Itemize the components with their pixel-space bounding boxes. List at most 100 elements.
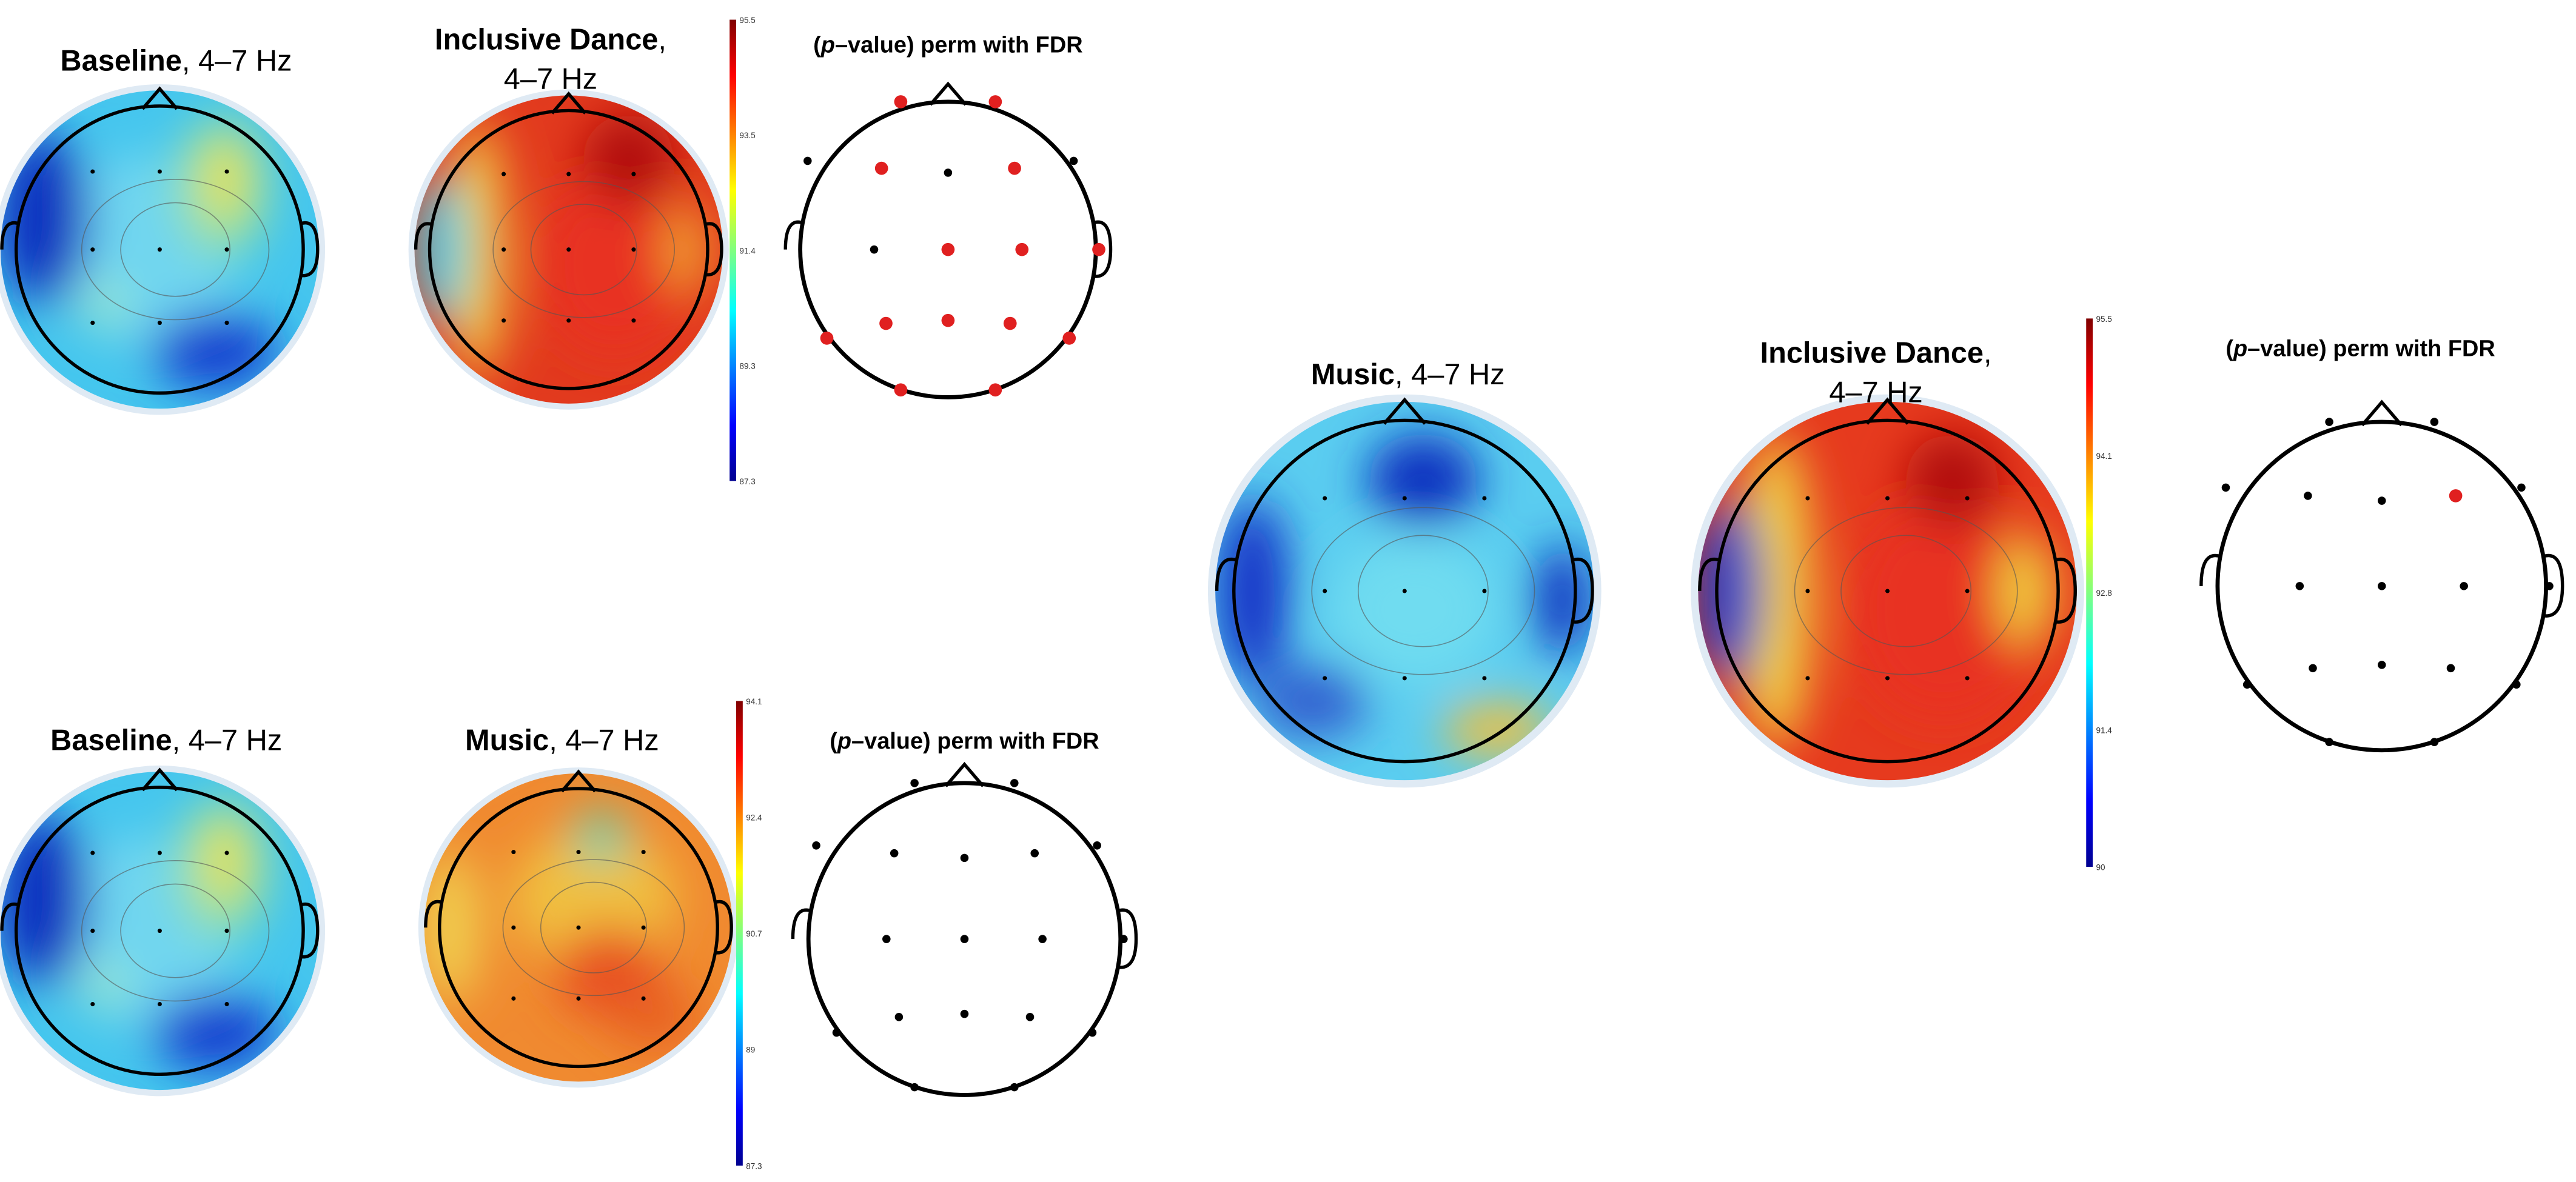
electrode — [224, 929, 229, 933]
electrode — [1805, 496, 1810, 501]
ear — [2199, 553, 2222, 586]
electrode — [90, 169, 95, 174]
ear — [704, 222, 723, 277]
electrode — [812, 841, 820, 850]
electrode — [882, 935, 891, 943]
electrode — [157, 247, 162, 252]
colorbar-tick-label: 95.5 — [2096, 315, 2112, 324]
ear — [300, 221, 320, 278]
nose — [141, 767, 178, 792]
colorbar-tick-label: 90 — [2096, 863, 2105, 872]
electrode — [2377, 582, 2386, 590]
colorbar-tick-label: 95.5 — [739, 16, 755, 25]
electrode — [2242, 680, 2252, 689]
electrode — [1069, 156, 1078, 165]
electrode — [501, 172, 506, 176]
blob — [1215, 498, 1290, 684]
electrode — [2377, 496, 2386, 505]
ear — [1698, 558, 1721, 592]
blobs — [0, 798, 277, 1072]
electrode — [1008, 161, 1021, 175]
electrode — [501, 318, 506, 323]
map-title: Music, 4–7 Hz — [1311, 358, 1505, 391]
colorbar-tick-label: 94.1 — [746, 697, 762, 706]
nose — [560, 769, 597, 793]
electrode — [1482, 676, 1487, 681]
electrode — [1805, 589, 1810, 593]
ear — [424, 900, 443, 928]
electrode — [1402, 589, 1407, 593]
colorbar-tick-label: 87.3 — [739, 477, 755, 486]
ear — [1092, 220, 1113, 278]
blob — [1906, 433, 1999, 526]
stats-title-part: ( — [2225, 336, 2233, 362]
electrode — [2309, 664, 2317, 673]
blobs — [1698, 433, 2054, 749]
electrode — [631, 318, 636, 323]
colorbar-tick-label: 91.4 — [739, 246, 756, 255]
blobs — [414, 113, 709, 378]
colorbar-tick-label: 94.1 — [2096, 452, 2112, 461]
electrode — [224, 247, 229, 252]
blob — [451, 121, 506, 378]
electrode — [157, 929, 162, 933]
electrode — [1088, 1028, 1097, 1037]
electrode — [576, 996, 581, 1001]
electrode — [511, 996, 516, 1001]
electrode — [1025, 1013, 1035, 1021]
electrode — [641, 850, 646, 855]
contour — [81, 860, 270, 1002]
electrode — [1010, 1083, 1019, 1092]
electrode — [631, 247, 636, 252]
electrode — [2545, 582, 2554, 590]
stats-head — [783, 81, 1113, 399]
electrode — [641, 996, 646, 1001]
colorbar-tick-label: 93.5 — [739, 131, 755, 140]
head-outline — [14, 786, 305, 1077]
stats-title-part: ( — [813, 33, 821, 58]
ear — [0, 221, 20, 250]
field — [0, 772, 319, 1090]
electrode — [224, 850, 229, 855]
electrode — [631, 172, 636, 176]
electrode — [1323, 676, 1327, 681]
title-bold: Baseline — [50, 724, 172, 757]
nose — [2361, 399, 2403, 427]
blob — [1534, 544, 1591, 656]
electrode — [894, 95, 908, 109]
electrode — [2449, 489, 2463, 503]
electrode — [566, 318, 571, 323]
electrode — [1093, 841, 1101, 850]
electrode — [566, 247, 571, 252]
electrode — [803, 156, 812, 165]
stats-title-part: ( — [830, 729, 837, 754]
contour — [1311, 507, 1535, 675]
electrode — [90, 247, 95, 252]
nose — [929, 81, 967, 106]
ear — [714, 900, 733, 955]
stats-title-part: –value) perm with FDR — [835, 33, 1083, 58]
stats-head — [791, 761, 1138, 1097]
nose — [141, 86, 178, 110]
electrode — [1323, 496, 1327, 501]
nose — [1865, 397, 1910, 425]
blob — [0, 813, 90, 986]
blob — [204, 135, 246, 223]
blob — [1999, 535, 2054, 647]
electrode — [2295, 582, 2304, 590]
field — [1698, 401, 2077, 781]
map-title-line2: 4–7 Hz — [1829, 376, 1922, 409]
electrode — [894, 383, 908, 397]
electrode — [641, 925, 646, 930]
nose — [944, 761, 985, 787]
ear — [1215, 558, 1238, 592]
electrode — [224, 1002, 229, 1007]
electrode — [1482, 496, 1487, 501]
electrode — [157, 1002, 162, 1007]
blob — [1850, 498, 2036, 721]
blob — [0, 132, 90, 304]
electrode — [2304, 492, 2312, 500]
blob — [608, 987, 700, 1049]
blob — [574, 809, 629, 864]
